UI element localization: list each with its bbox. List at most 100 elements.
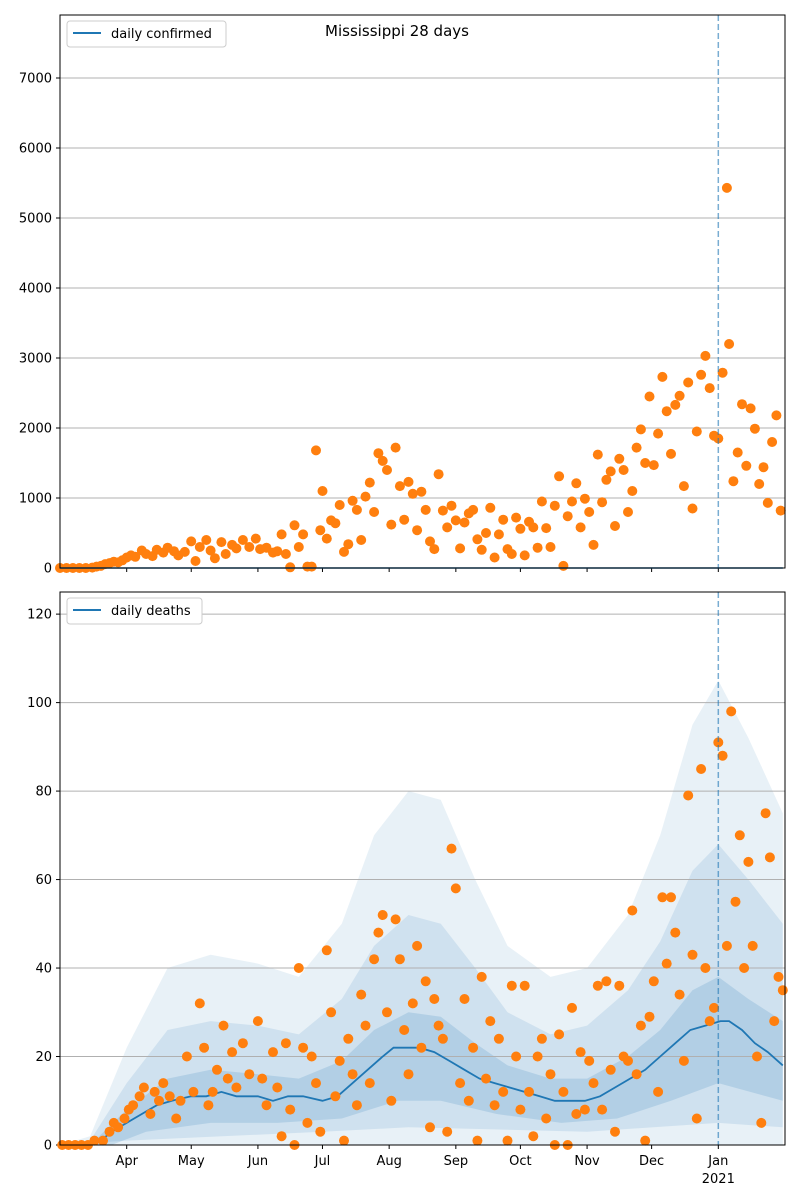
deaths-point [321,945,332,956]
deaths-band [60,844,783,1145]
deaths-point [412,940,423,951]
confirmed-legend-label: daily confirmed [111,27,212,42]
confirmed-point [343,539,354,550]
y-tick-label: 40 [35,962,52,977]
deaths-point [653,1086,664,1097]
confirmed-point [244,542,255,552]
confirmed-point [394,481,405,492]
y-tick-label: 3000 [19,352,52,367]
x-tick-label: Jan [707,1154,728,1169]
confirmed-point [724,339,735,349]
deaths-point [145,1109,156,1119]
deaths-point [222,1073,233,1084]
deaths-point [89,1135,100,1146]
deaths-point [558,1086,569,1097]
deaths-point [356,989,367,1000]
y-tick-label: 120 [27,608,52,623]
confirmed-point [767,437,778,447]
deaths-point [98,1135,108,1146]
confirmed-point [737,399,747,410]
deaths-point [648,976,659,987]
deaths-point [541,1113,552,1124]
confirmed-point [754,479,765,489]
confirmed-point [749,423,760,434]
confirmed-point [201,535,212,545]
x-tick-label: Jun [247,1154,268,1169]
deaths-point [683,790,694,801]
deaths-point [407,998,418,1009]
confirmed-point [771,410,782,421]
deaths-point [610,1126,620,1137]
confirmed-point [190,556,201,566]
confirmed-point [610,521,620,531]
confirmed-point [732,447,743,458]
deaths-point [188,1086,199,1097]
deaths-point [601,976,612,987]
deaths-point [502,1135,513,1146]
deaths-point [640,1135,651,1146]
deaths-point [437,1033,448,1044]
deaths-point [315,1126,326,1137]
deaths-point [605,1064,616,1075]
confirmed-point [579,493,590,504]
confirmed-point [369,507,380,517]
confirmed-point [678,481,689,492]
confirmed-point [623,507,633,517]
deaths-point [489,1100,500,1111]
deaths-point [429,994,440,1004]
confirmed-point [567,496,577,507]
deaths-point [614,980,625,991]
deaths-y-axis: 0 20 40 60 80 100 120 [27,608,60,1154]
y-tick-label: 20 [35,1050,52,1065]
deaths-point [721,940,732,951]
confirmed-point [687,503,698,514]
confirmed-point [317,486,328,496]
deaths-point [588,1078,599,1089]
deaths-point [113,1122,124,1133]
deaths-point [511,1051,522,1062]
deaths-point [730,896,741,907]
deaths-point [339,1135,349,1146]
confirmed-point [334,500,345,510]
deaths-plot-frame [59,591,786,1146]
confirmed-point [758,462,769,473]
confirmed-point [644,391,655,402]
deaths-point [528,1131,539,1142]
deaths-point [485,1016,496,1027]
deaths-band [60,976,783,1145]
deaths-point [175,1095,186,1106]
deaths-point [244,1069,255,1080]
confirmed-point [588,539,599,550]
confirmed-point [717,367,728,378]
confirmed-point [364,477,375,488]
deaths-point [575,1047,586,1058]
confirmed-point [250,533,261,544]
confirmed-point [728,476,739,487]
confirmed-point [532,542,543,553]
deaths-point [739,963,750,973]
deaths-panel: 0 20 40 60 80 100 120 Apr May Jun Jul Aug Sep Oct Nov… [27,591,788,1187]
deaths-point [311,1078,321,1089]
confirmed-point [696,369,707,380]
y-tick-label: 80 [35,785,52,800]
confirmed-point [592,449,603,460]
confirmed-point [528,522,539,533]
x-tick-label: Nov [574,1154,600,1169]
deaths-point [536,1033,547,1044]
confirmed-point [661,406,672,417]
deaths-point [691,1113,702,1124]
confirmed-point [775,505,786,516]
deaths-point [212,1064,222,1075]
confirmed-point [601,474,612,485]
deaths-point [476,971,487,982]
confirmed-point [674,390,685,401]
confirmed-point [298,529,309,540]
deaths-point [678,1055,689,1066]
confirmed-point [289,520,300,531]
confirmed-gridlines [60,77,785,499]
deaths-point [579,1104,590,1115]
deaths-point [696,764,707,774]
deaths-point [506,980,517,991]
deaths-point [394,954,405,965]
